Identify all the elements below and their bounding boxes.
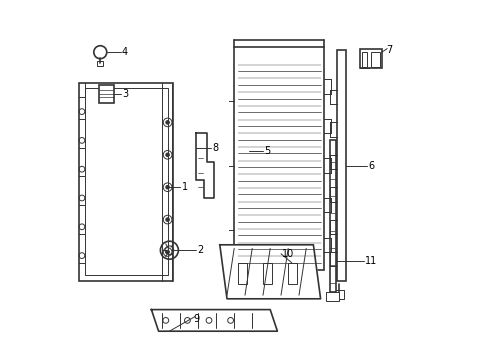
Polygon shape	[220, 245, 320, 299]
Bar	[99, 85, 114, 103]
Text: 10: 10	[282, 249, 294, 259]
Text: 6: 6	[368, 161, 375, 171]
Bar	[337, 50, 346, 281]
Text: 9: 9	[193, 314, 199, 324]
Text: 2: 2	[197, 245, 204, 255]
Circle shape	[166, 250, 170, 254]
Circle shape	[166, 153, 170, 157]
Circle shape	[166, 185, 170, 189]
Bar	[333, 290, 344, 299]
Circle shape	[166, 121, 170, 124]
Text: 5: 5	[264, 146, 270, 156]
Text: 1: 1	[182, 182, 188, 192]
Polygon shape	[151, 310, 277, 331]
Bar	[371, 52, 380, 67]
Bar	[234, 47, 324, 270]
Bar	[330, 140, 336, 292]
Text: 11: 11	[365, 256, 377, 266]
Text: 8: 8	[212, 143, 218, 153]
Bar	[326, 292, 339, 301]
Bar	[85, 88, 168, 275]
Bar	[360, 49, 382, 68]
Bar	[79, 83, 173, 281]
Text: 3: 3	[122, 89, 128, 99]
Circle shape	[166, 218, 170, 221]
Bar	[98, 61, 103, 66]
Text: 7: 7	[387, 45, 392, 55]
Bar	[288, 263, 297, 284]
Text: 4: 4	[122, 47, 128, 57]
Bar	[362, 52, 368, 67]
Bar	[238, 263, 247, 284]
Bar	[263, 263, 272, 284]
